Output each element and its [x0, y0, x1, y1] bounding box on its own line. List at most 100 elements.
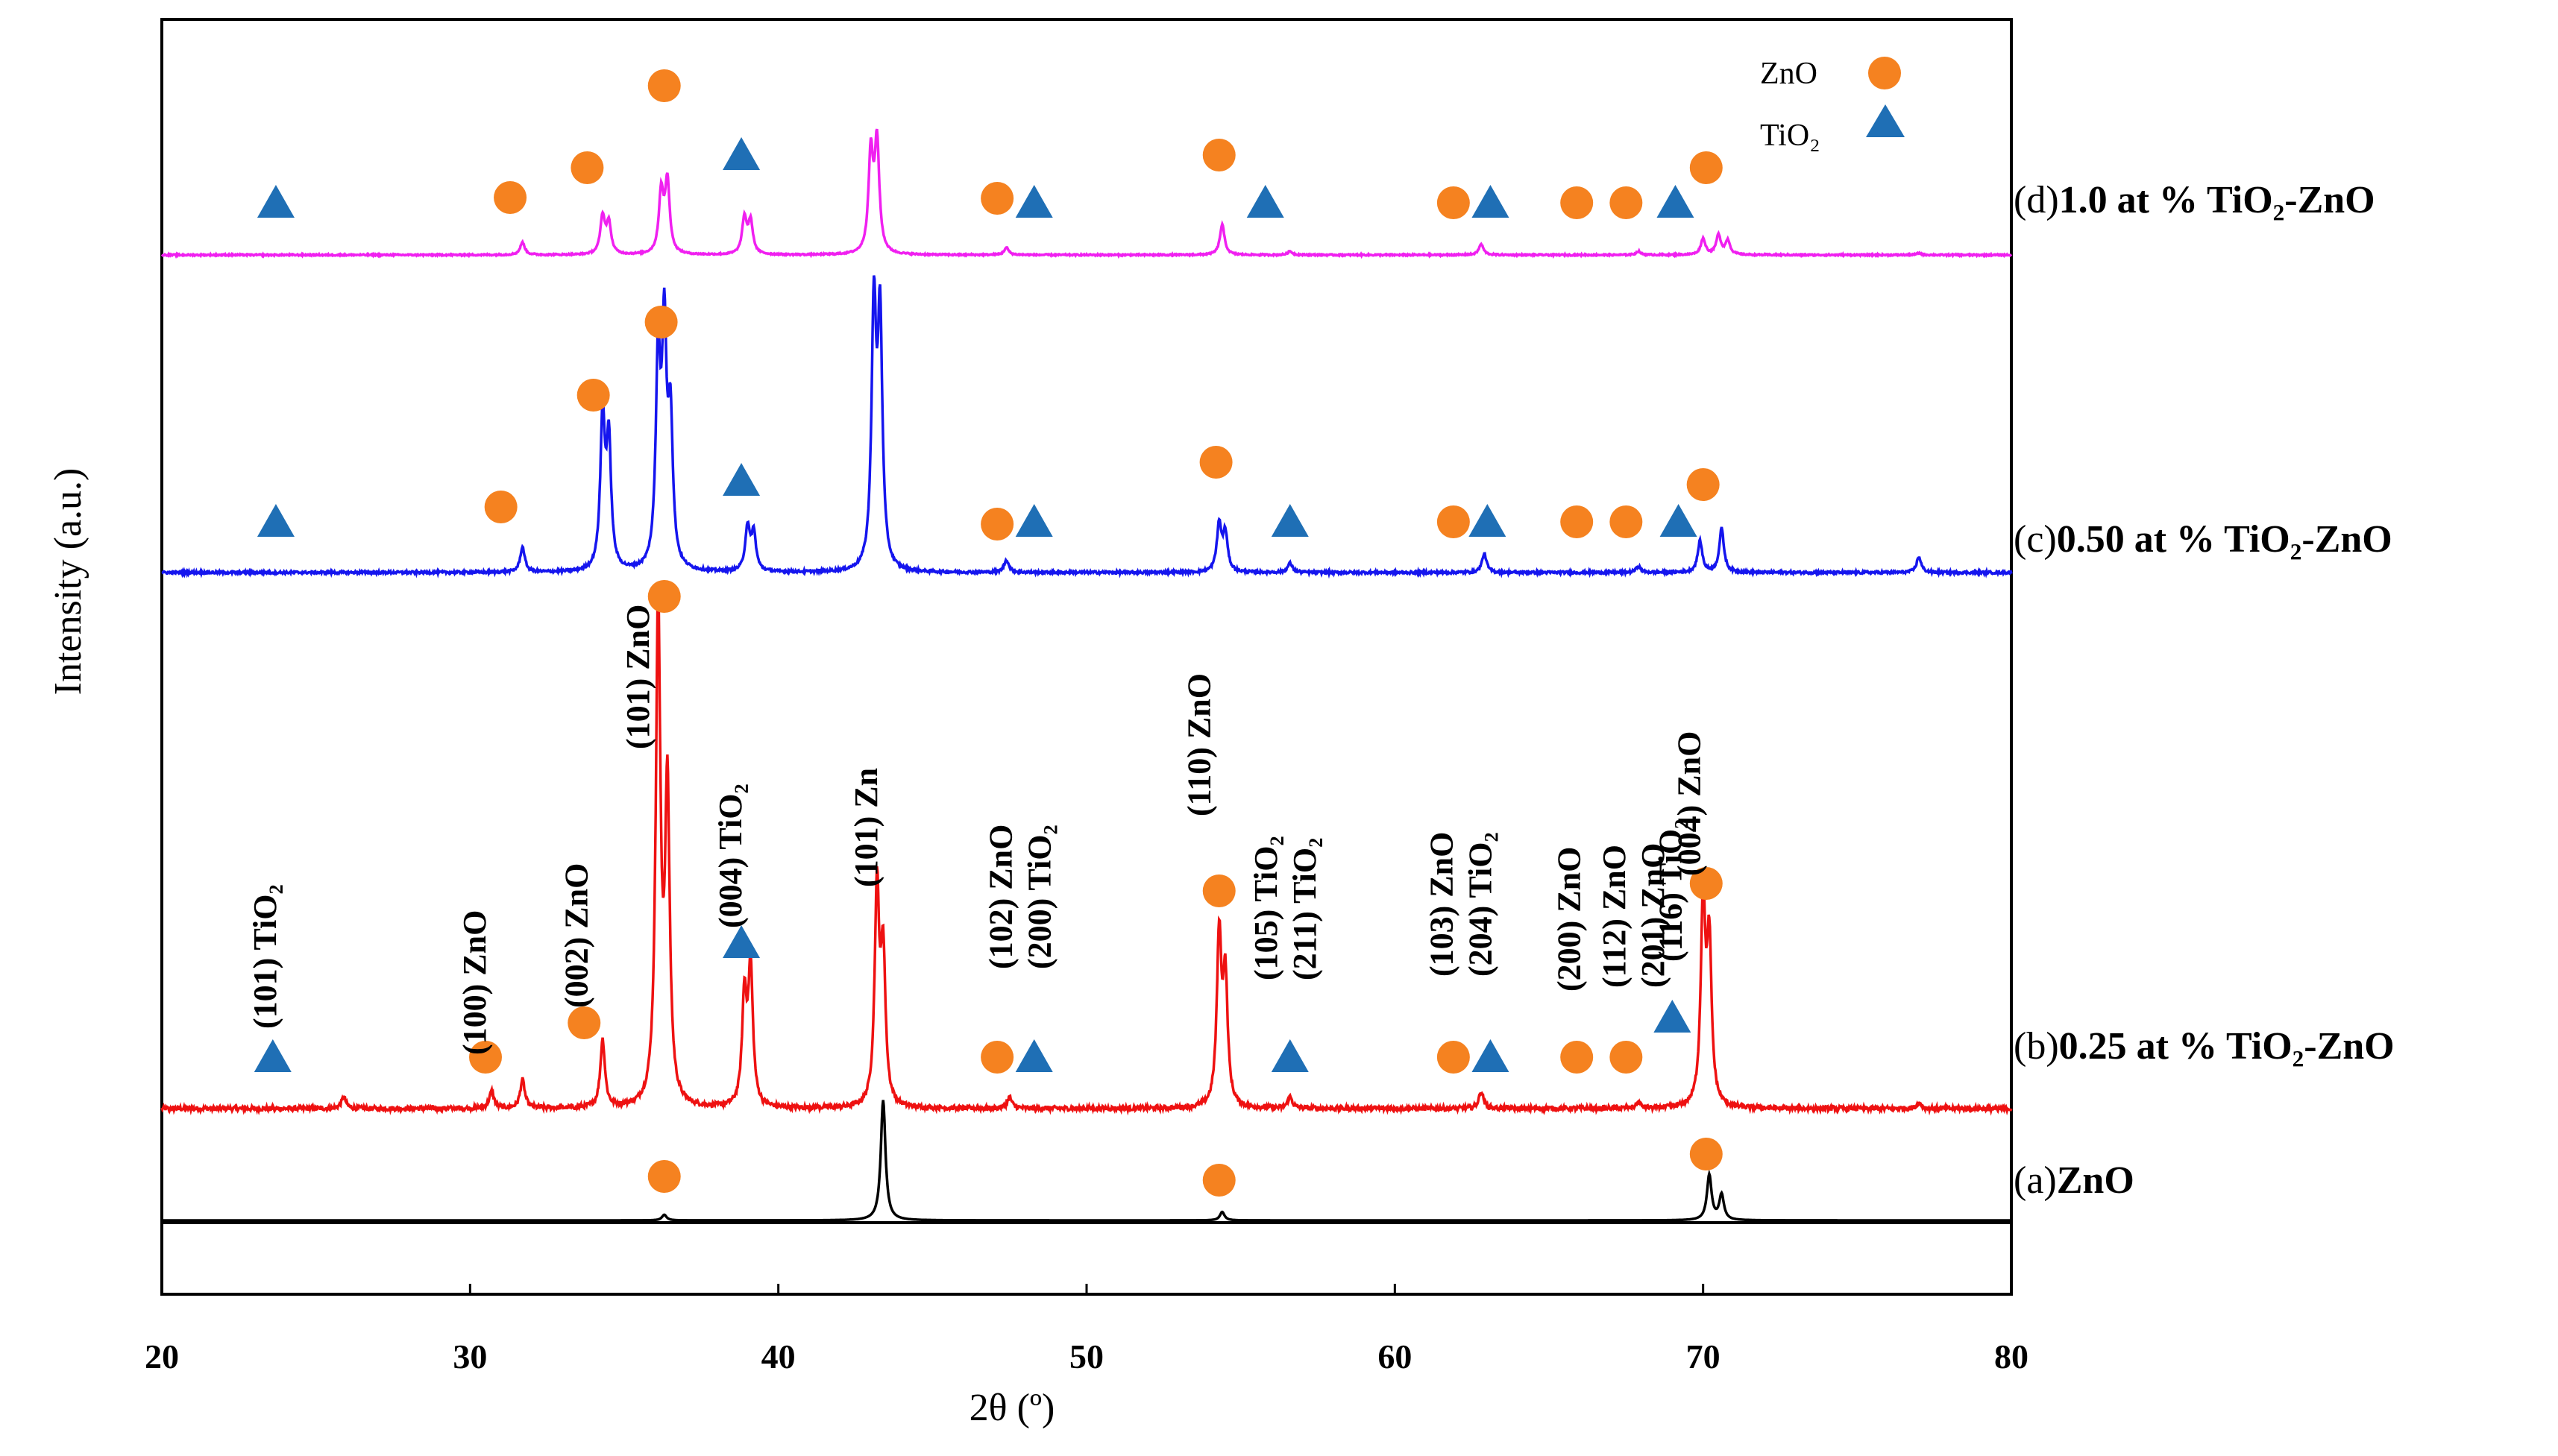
peak-label: (102) ZnO	[983, 825, 1019, 969]
peak-label: (200) TiO₂	[1022, 825, 1058, 969]
x-axis-ticks: 20 30 40 50 60 70 80	[145, 1284, 2029, 1375]
x-tick-label: 50	[1069, 1337, 1104, 1375]
x-tick-label: 70	[1686, 1337, 1720, 1375]
zno-marker-circle-icon	[1436, 1041, 1470, 1074]
zno-marker-circle-icon	[1560, 186, 1594, 219]
zno-marker-circle-icon	[981, 182, 1014, 215]
tio2-marker-triangle-icon	[257, 504, 295, 537]
zno-marker-circle-icon	[1609, 186, 1643, 219]
tio2-marker-triangle-icon	[1468, 504, 1506, 537]
series-label-layer: (a)ZnO (b)0.25 at % TiO₂-ZnO (c)0.50 at % …	[2014, 179, 2395, 1202]
series-label-prefix: (a)	[2014, 1159, 2057, 1202]
series-line-a	[162, 1100, 2011, 1222]
zno-marker-circle-icon	[1686, 468, 1720, 501]
zno-marker-circle-icon	[576, 379, 610, 412]
series-label-prefix: (d)	[2014, 179, 2059, 221]
zno-marker-circle-icon	[1202, 1164, 1236, 1197]
peak-label: (101) TiO₂	[247, 884, 283, 1029]
series-label-prefix: (c)	[2014, 518, 2057, 561]
x-tick-label: 40	[761, 1337, 796, 1375]
zno-marker-circle-icon	[494, 181, 527, 214]
peak-label: (004) ZnO	[1671, 731, 1708, 876]
tio2-marker-triangle-icon	[257, 185, 295, 218]
peak-label: (116) TiO₂	[1653, 819, 1689, 962]
series-line-b	[160, 582, 2013, 1116]
peak-label: (200) ZnO	[1550, 847, 1587, 992]
marker-layer	[254, 69, 1723, 1197]
peak-label: (204) TiO₂	[1462, 832, 1499, 977]
peak-label: (110) ZnO	[1181, 673, 1217, 816]
zno-marker-circle-icon	[647, 580, 681, 613]
tio2-marker-triangle-icon	[1271, 504, 1309, 537]
tio2-marker-triangle-icon	[723, 925, 761, 958]
legend-label-tio2: TiO₂	[1760, 119, 1820, 153]
series-label-a: (a)ZnO	[2014, 1159, 2134, 1202]
legend-label-zno: ZnO	[1760, 57, 1817, 91]
series-label-b: (b)0.25 at % TiO₂-ZnO	[2014, 1025, 2395, 1068]
tio2-marker-triangle-icon	[723, 463, 761, 496]
series-line-d	[160, 128, 2013, 259]
series-layer	[160, 128, 2013, 1222]
legend-tio2-triangle-icon	[1866, 104, 1905, 137]
zno-marker-circle-icon	[1560, 1041, 1594, 1074]
tio2-marker-triangle-icon	[1653, 1000, 1691, 1033]
x-tick-label: 80	[1994, 1337, 2029, 1375]
zno-marker-circle-icon	[647, 69, 681, 102]
peak-label: (101) ZnO	[620, 605, 656, 749]
zno-marker-circle-icon	[981, 508, 1014, 541]
series-label-name: 0.25 at % TiO₂-ZnO	[2059, 1025, 2395, 1068]
peak-label-layer: (101) TiO₂ (100) ZnO (002) ZnO (101) ZnO (00…	[247, 605, 1708, 1055]
tio2-marker-triangle-icon	[1015, 504, 1053, 537]
y-axis-title: Intensity (a.u.)	[47, 468, 89, 696]
peak-label: (004) TiO₂	[712, 784, 749, 928]
x-axis-title: 2θ (º)	[970, 1387, 1055, 1429]
tio2-marker-triangle-icon	[1656, 185, 1694, 218]
tio2-marker-triangle-icon	[1471, 185, 1509, 218]
series-label-d: (d)1.0 at % TiO₂-ZnO	[2014, 179, 2375, 221]
series-label-name: 0.50 at % TiO₂-ZnO	[2057, 518, 2392, 561]
series-label-c: (c)0.50 at % TiO₂-ZnO	[2014, 518, 2392, 561]
legend: ZnO TiO₂	[1760, 57, 1905, 153]
series-label-name: 1.0 at % TiO₂-ZnO	[2059, 179, 2375, 221]
peak-label: (112) ZnO	[1596, 845, 1632, 988]
zno-marker-circle-icon	[644, 306, 678, 338]
series-line-c	[161, 275, 2013, 579]
peak-label: (101) Zn	[848, 768, 884, 887]
peak-label: (201) ZnO	[1635, 843, 1671, 988]
tio2-marker-triangle-icon	[723, 137, 761, 170]
zno-marker-circle-icon	[1202, 874, 1236, 907]
zno-marker-circle-icon	[1560, 505, 1594, 538]
zno-marker-circle-icon	[1689, 1138, 1723, 1170]
tio2-marker-triangle-icon	[1015, 185, 1053, 218]
zno-marker-circle-icon	[484, 491, 518, 523]
zno-marker-circle-icon	[1689, 151, 1723, 184]
peak-label: (211) TiO₂	[1286, 838, 1323, 980]
peak-label: (103) ZnO	[1424, 832, 1460, 977]
peak-label: (105) TiO₂	[1248, 836, 1284, 980]
tio2-marker-triangle-icon	[1015, 1039, 1053, 1072]
x-tick-label: 60	[1377, 1337, 1412, 1375]
zno-marker-circle-icon	[1436, 505, 1470, 538]
series-label-name: ZnO	[2057, 1159, 2134, 1202]
zno-marker-circle-icon	[981, 1041, 1014, 1074]
tio2-marker-triangle-icon	[1471, 1039, 1509, 1072]
x-tick-label: 30	[453, 1337, 487, 1375]
zno-marker-circle-icon	[1436, 186, 1470, 219]
zno-marker-circle-icon	[1609, 1041, 1643, 1074]
series-label-prefix: (b)	[2014, 1025, 2059, 1068]
zno-marker-circle-icon	[1202, 139, 1236, 171]
peak-label: (100) ZnO	[456, 910, 493, 1055]
zno-marker-circle-icon	[571, 151, 604, 184]
zno-marker-circle-icon	[1689, 867, 1723, 900]
zno-marker-circle-icon	[469, 1041, 502, 1074]
zno-marker-circle-icon	[647, 1160, 681, 1193]
peak-label: (002) ZnO	[558, 863, 594, 1008]
x-tick-label: 20	[145, 1337, 179, 1375]
zno-marker-circle-icon	[1199, 446, 1233, 479]
tio2-marker-triangle-icon	[1659, 504, 1697, 537]
tio2-marker-triangle-icon	[254, 1039, 292, 1072]
tio2-marker-triangle-icon	[1246, 185, 1284, 218]
legend-zno-circle-icon	[1868, 57, 1901, 89]
zno-marker-circle-icon	[568, 1006, 601, 1039]
